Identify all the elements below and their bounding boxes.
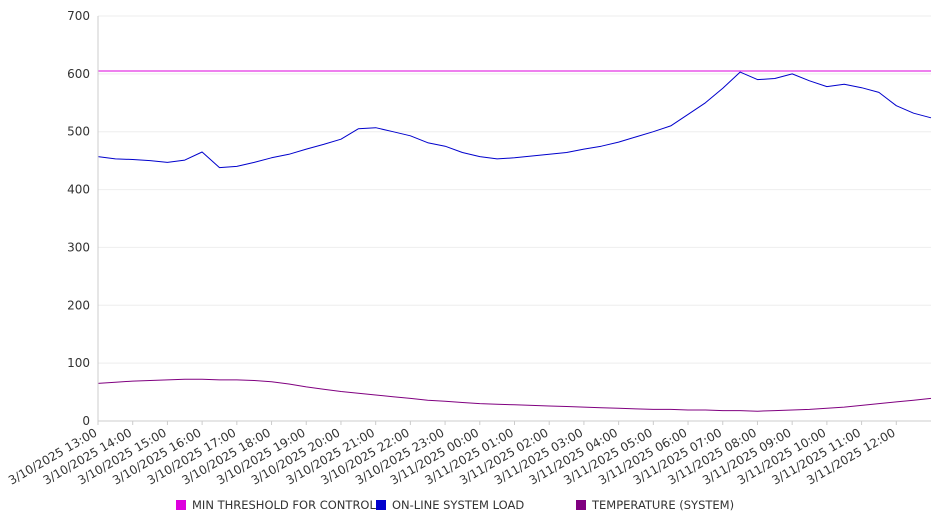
y-tick-label: 200 — [67, 298, 90, 312]
y-tick-label: 500 — [67, 125, 90, 139]
legend-label-load: ON-LINE SYSTEM LOAD — [392, 498, 525, 512]
legend-swatch-threshold — [176, 500, 186, 510]
legend: MIN THRESHOLD FOR CONTROL ON-LINE SYSTEM… — [0, 498, 946, 514]
grid-lines — [98, 15, 931, 364]
series-layer — [97, 70, 932, 412]
y-axis-ticks: 0 100 200 300 400 500 600 700 — [67, 9, 90, 428]
y-tick-label: 100 — [67, 356, 90, 370]
legend-item-load[interactable]: ON-LINE SYSTEM LOAD — [376, 498, 524, 512]
temperature-line — [97, 378, 932, 412]
legend-label-threshold: MIN THRESHOLD FOR CONTROL — [192, 498, 376, 512]
y-tick-label: 300 — [67, 240, 90, 254]
system-load-line — [97, 71, 932, 169]
x-axis-ticks: 3/10/2025 13:003/10/2025 14:003/10/2025 … — [6, 421, 898, 488]
legend-swatch-load — [376, 500, 386, 510]
legend-swatch-temperature — [576, 500, 586, 510]
legend-item-threshold[interactable]: MIN THRESHOLD FOR CONTROL — [176, 498, 376, 512]
y-tick-label: 0 — [82, 414, 90, 428]
legend-label-temperature: TEMPERATURE (SYSTEM) — [592, 498, 735, 512]
y-tick-label: 600 — [67, 67, 90, 81]
y-tick-label: 400 — [67, 183, 90, 197]
legend-item-temperature[interactable]: TEMPERATURE (SYSTEM) — [576, 498, 734, 512]
y-tick-label: 700 — [67, 9, 90, 23]
